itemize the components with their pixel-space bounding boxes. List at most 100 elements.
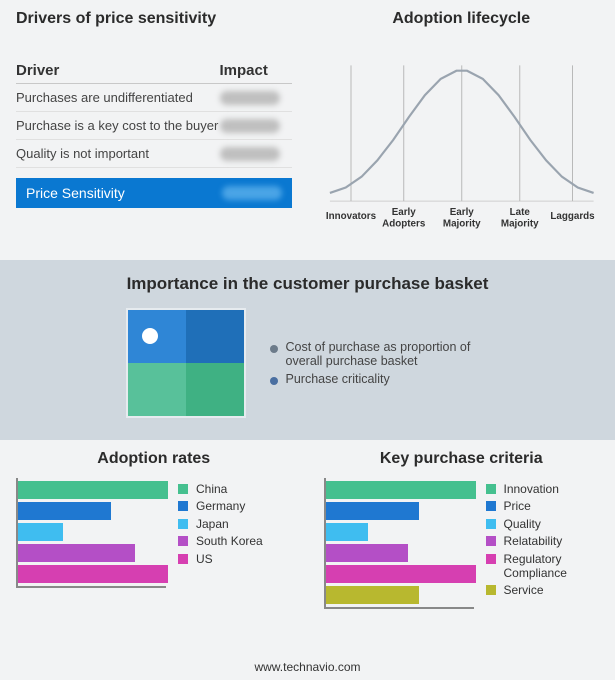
legend-swatch [486, 554, 496, 564]
legend-swatch [486, 585, 496, 595]
purchase-criteria-title: Key purchase criteria [324, 450, 600, 468]
quad-br [186, 363, 244, 416]
svg-text:Laggards: Laggards [550, 211, 595, 222]
drivers-summary-impact [222, 186, 282, 200]
bar-legend-item: Quality [486, 517, 600, 531]
drivers-row-label: Purchase is a key cost to the buyer [16, 118, 220, 133]
bar [18, 481, 168, 499]
bar [18, 565, 168, 583]
lifecycle-title: Adoption lifecycle [324, 10, 600, 28]
footer-source: www.technavio.com [0, 650, 615, 674]
basket-legend: Cost of purchase as proportion of overal… [270, 336, 490, 390]
drivers-summary-label: Price Sensitivity [26, 185, 222, 201]
blurred-value [220, 91, 280, 105]
basket-panel: Importance in the customer purchase bask… [0, 260, 615, 440]
adoption-rates-legend: China Germany Japan South Korea US [178, 478, 263, 569]
legend-label: Price [504, 499, 531, 513]
svg-text:Late: Late [509, 207, 530, 218]
drivers-row-label: Purchases are undifferentiated [16, 90, 220, 105]
bar-legend-item: Germany [178, 499, 263, 513]
legend-label: Japan [196, 517, 229, 531]
svg-text:Innovators: Innovators [325, 211, 376, 222]
bar-legend-item: Innovation [486, 482, 600, 496]
purchase-criteria-chart: Innovation Price Quality Relatability Regula… [324, 478, 600, 609]
svg-text:Early: Early [391, 207, 416, 218]
adoption-rates-title: Adoption rates [16, 450, 292, 468]
svg-text:Early: Early [449, 207, 474, 218]
basket-content: Cost of purchase as proportion of overal… [20, 308, 595, 418]
legend-label: US [196, 552, 213, 566]
bar [326, 523, 368, 541]
svg-text:Majority: Majority [500, 219, 538, 230]
drivers-panel: Drivers of price sensitivity Driver Impa… [0, 0, 308, 260]
legend-swatch [178, 484, 188, 494]
drivers-row-impact [220, 91, 292, 105]
blurred-value [222, 186, 282, 200]
legend-label: Purchase criticality [286, 372, 390, 386]
legend-bullet [270, 377, 278, 385]
bottom-row: Adoption rates China Germany Japan South Ko… [0, 440, 615, 650]
quad-tl [128, 310, 186, 363]
drivers-row: Purchase is a key cost to the buyer [16, 112, 292, 140]
bar-legend-item: China [178, 482, 263, 496]
bar [326, 586, 419, 604]
bar [18, 544, 135, 562]
drivers-row: Purchases are undifferentiated [16, 84, 292, 112]
basket-legend-item: Purchase criticality [270, 372, 490, 386]
adoption-rates-bars [16, 478, 166, 588]
legend-label: Service [504, 583, 544, 597]
drivers-row-impact [220, 147, 292, 161]
purchase-criteria-panel: Key purchase criteria Innovation Price Qua… [308, 440, 615, 650]
purchase-criteria-bars [324, 478, 474, 609]
basket-legend-item: Cost of purchase as proportion of overal… [270, 340, 490, 368]
legend-label: South Korea [196, 534, 263, 548]
legend-label: Germany [196, 499, 245, 513]
bar-legend-item: Regulatory Compliance [486, 552, 600, 580]
legend-swatch [486, 484, 496, 494]
legend-label: Regulatory Compliance [504, 552, 600, 580]
legend-bullet [270, 345, 278, 353]
svg-text:Majority: Majority [442, 219, 480, 230]
drivers-row-impact [220, 119, 292, 133]
drivers-summary-bar: Price Sensitivity [16, 178, 292, 208]
drivers-header-driver: Driver [16, 62, 220, 79]
bar [18, 523, 63, 541]
drivers-title: Drivers of price sensitivity [16, 10, 292, 28]
legend-swatch [178, 554, 188, 564]
legend-label: Cost of purchase as proportion of overal… [286, 340, 490, 368]
bar [326, 481, 476, 499]
drivers-table-header: Driver Impact [16, 62, 292, 84]
purchase-criteria-legend: Innovation Price Quality Relatability Regula… [486, 478, 600, 601]
drivers-row-label: Quality is not important [16, 146, 220, 161]
svg-text:Adopters: Adopters [382, 219, 426, 230]
top-row: Drivers of price sensitivity Driver Impa… [0, 0, 615, 260]
legend-label: Innovation [504, 482, 559, 496]
legend-label: Quality [504, 517, 541, 531]
basket-quadrant-chart [126, 308, 246, 418]
bar-legend-item: South Korea [178, 534, 263, 548]
bar-legend-item: Service [486, 583, 600, 597]
drivers-row: Quality is not important [16, 140, 292, 168]
bar-legend-item: US [178, 552, 263, 566]
bar [326, 502, 419, 520]
bar [18, 502, 111, 520]
legend-swatch [178, 536, 188, 546]
bar [326, 544, 409, 562]
legend-label: China [196, 482, 227, 496]
legend-swatch [486, 536, 496, 546]
lifecycle-panel: Adoption lifecycle InnovatorsEarlyAdopte… [308, 0, 615, 260]
blurred-value [220, 119, 280, 133]
drivers-header-impact: Impact [220, 62, 292, 79]
quad-bl [128, 363, 186, 416]
basket-title: Importance in the customer purchase bask… [20, 274, 595, 294]
quad-marker-dot [142, 328, 158, 344]
bar-legend-item: Japan [178, 517, 263, 531]
lifecycle-svg: InnovatorsEarlyAdoptersEarlyMajorityLate… [324, 56, 600, 236]
legend-swatch [486, 519, 496, 529]
adoption-rates-panel: Adoption rates China Germany Japan South Ko… [0, 440, 308, 650]
blurred-value [220, 147, 280, 161]
legend-label: Relatability [504, 534, 563, 548]
bar [326, 565, 476, 583]
quad-tr [186, 310, 244, 363]
legend-swatch [178, 519, 188, 529]
